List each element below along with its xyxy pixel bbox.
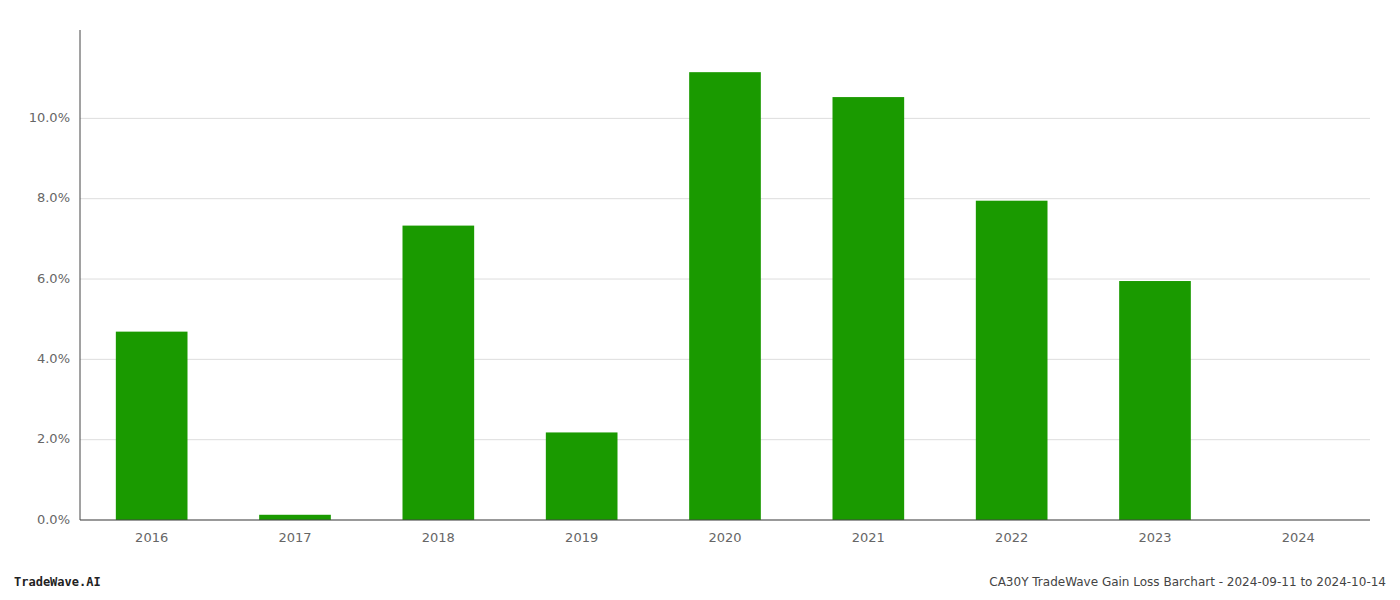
chart-svg: 0.0% 2.0% 4.0% 6.0% 8.0% 10.0% 2016 2017 2018 201… <box>0 0 1400 600</box>
x-tick-label: 2024 <box>1282 530 1315 545</box>
x-tick-label: 2016 <box>135 530 168 545</box>
y-tick-label: 8.0% <box>37 190 70 205</box>
x-tick-label: 2018 <box>422 530 455 545</box>
bars <box>116 72 1191 520</box>
x-tick-label: 2021 <box>852 530 885 545</box>
grid-line <box>80 520 1370 521</box>
footer-text: TradeWave.AI <box>14 575 101 589</box>
x-tick-label: 2023 <box>1138 530 1171 545</box>
bar <box>833 97 905 520</box>
y-tick-label: 4.0% <box>37 351 70 366</box>
y-tick-label: 6.0% <box>37 271 70 286</box>
x-tick-label: 2017 <box>278 530 311 545</box>
y-tick-label: 0.0% <box>37 512 70 527</box>
footer-text: CA30Y TradeWave Gain Loss Barchart - 202… <box>989 575 1386 589</box>
bar <box>259 515 331 520</box>
bar <box>689 72 761 520</box>
x-tick-label: 2019 <box>565 530 598 545</box>
chart-container: 0.0% 2.0% 4.0% 6.0% 8.0% 10.0% 2016 2017 2018 201… <box>0 0 1400 600</box>
bar <box>403 226 475 520</box>
bar <box>976 201 1048 520</box>
bar <box>116 332 188 520</box>
y-axis-line <box>80 30 81 520</box>
x-tick-label: 2022 <box>995 530 1028 545</box>
y-tick-label: 2.0% <box>37 431 70 446</box>
bar <box>1119 281 1191 520</box>
bar <box>546 432 618 520</box>
y-tick-label: 10.0% <box>29 110 70 125</box>
x-axis-line <box>80 520 1370 521</box>
x-tick-label: 2020 <box>708 530 741 545</box>
